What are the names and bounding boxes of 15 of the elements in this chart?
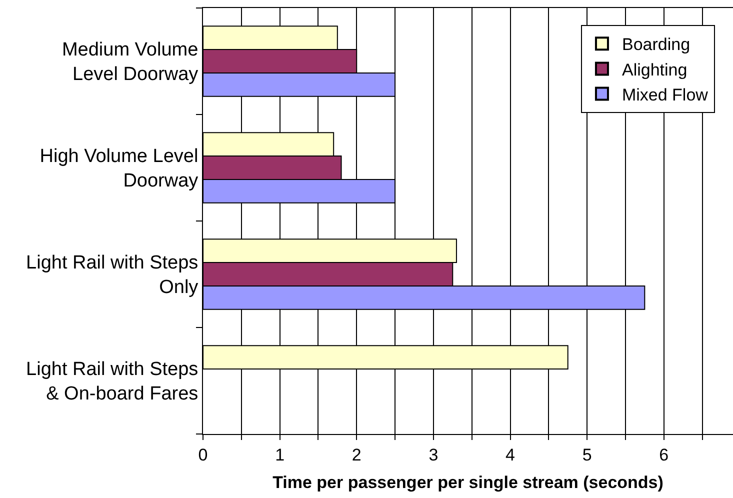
x-axis-title: Time per passenger per single stream (seconds) [272,472,664,492]
x-tick-label: 5 [582,445,592,464]
x-tick-label: 0 [198,445,208,464]
x-tick-label: 3 [428,445,438,464]
x-tick-label: 4 [506,445,515,464]
y-tick-label: Light Rail with Steps & On-board Fares [26,359,198,405]
y-tick-label: Medium Volume Level Doorway [62,40,199,86]
y-tick-label: High Volume Level Doorway [40,146,199,192]
y-tick-label: Light Rail with Steps Only [26,252,199,298]
x-tick-label: 6 [659,445,669,464]
x-tick-label: 1 [275,445,285,464]
legend-label: Boarding [622,35,690,54]
legend-label: Alighting [622,60,688,80]
x-tick-label: 2 [352,445,362,464]
legend-label: Mixed Flow [622,85,709,104]
